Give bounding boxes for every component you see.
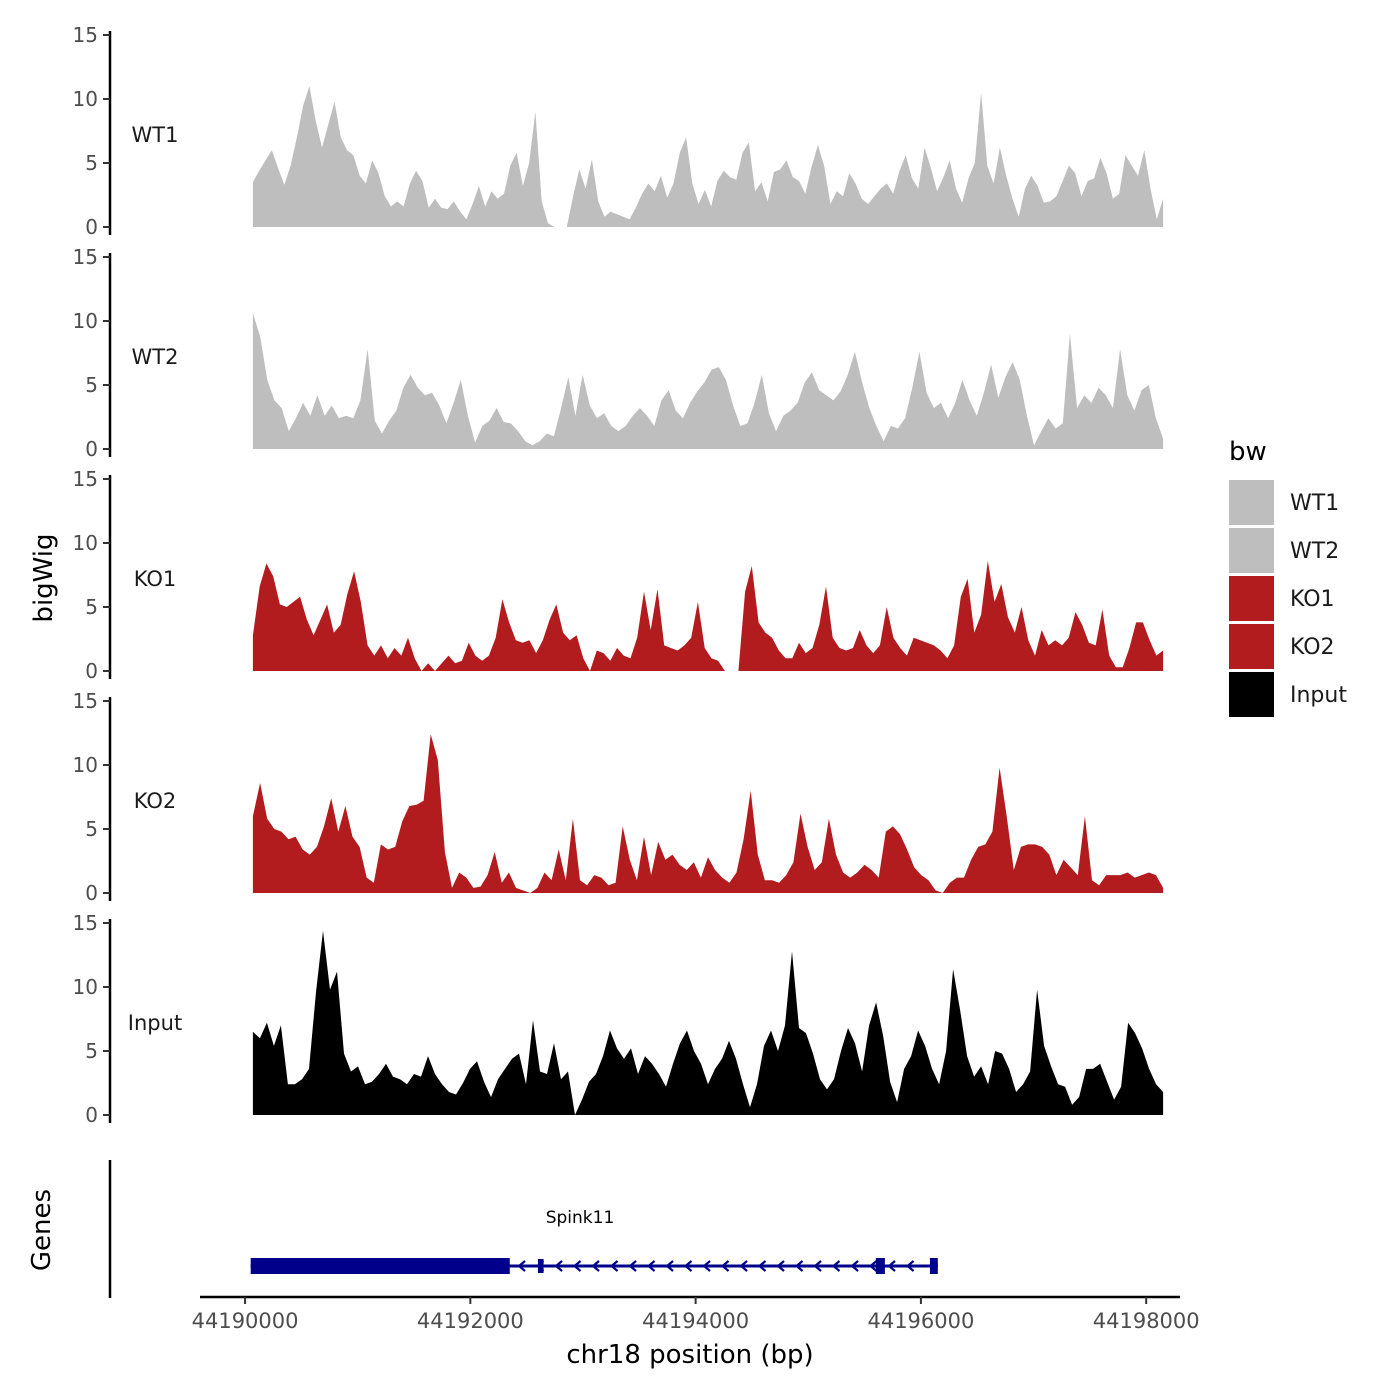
gene-exon (250, 1258, 510, 1274)
strand-chevron (887, 1260, 896, 1272)
strand-chevron (702, 1260, 711, 1272)
y-tick-label: 15 (73, 245, 98, 269)
gene-model: Spink11 (250, 1208, 938, 1274)
strand-chevron (517, 1260, 526, 1272)
track-label: KO2 (134, 789, 177, 813)
coverage-area (252, 930, 1164, 1115)
tracks-layer: 0 5 10 15 WT1 0 5 10 15 WT2 0 5 10 15 KO1 0 5 10 15 KO2 0 5 10… (73, 23, 1164, 1127)
y-tick-label: 0 (85, 881, 98, 905)
legend-swatch (1229, 528, 1274, 573)
strand-chevron (868, 1260, 878, 1272)
legend-entries: WT1 WT2 KO1 KO2 Input (1229, 480, 1347, 717)
legend-entry-ko1: KO1 (1229, 576, 1335, 621)
strand-chevron (831, 1260, 841, 1272)
strand-chevron (591, 1260, 600, 1272)
track-label: WT1 (132, 123, 179, 147)
coverage-area (252, 86, 1164, 227)
coverage-area (252, 560, 1164, 671)
legend-entry-ko2: KO2 (1229, 624, 1335, 669)
y-tick-label: 10 (73, 753, 98, 777)
strand-chevron (776, 1260, 785, 1272)
legend-entry-wt1: WT1 (1229, 480, 1339, 525)
y-tick-label: 15 (73, 911, 98, 935)
strand-chevron (628, 1260, 637, 1272)
y-tick-label: 5 (85, 373, 98, 397)
y-tick-label: 15 (73, 467, 98, 491)
legend-title: bw (1229, 437, 1267, 467)
x-axis-title: chr18 position (bp) (566, 1340, 813, 1370)
track-ko1: 0 5 10 15 KO1 (73, 467, 1164, 683)
legend-swatch (1229, 576, 1274, 621)
gene-name-label: Spink11 (546, 1208, 615, 1228)
y-tick-label: 10 (73, 309, 98, 333)
y-tick-label: 5 (85, 1039, 98, 1063)
x-tick-label: 44190000 (192, 1309, 299, 1333)
strand-chevron (572, 1260, 582, 1272)
gene-exon (537, 1259, 544, 1273)
y-tick-label: 10 (73, 87, 98, 111)
legend-swatch (1229, 672, 1274, 717)
track-wt2: 0 5 10 15 WT2 (73, 245, 1164, 461)
y-tick-label: 15 (73, 689, 98, 713)
strand-chevron (813, 1260, 822, 1272)
y-tick-label: 5 (85, 595, 98, 619)
legend: bw WT1 WT2 KO1 KO2 Input (1229, 437, 1347, 717)
track-label: KO1 (134, 567, 177, 591)
strand-chevron (683, 1260, 693, 1272)
track-label: WT2 (132, 345, 179, 369)
coverage-area (252, 313, 1164, 449)
track-wt1: 0 5 10 15 WT1 (73, 23, 1164, 239)
y-tick-label: 10 (73, 975, 98, 999)
legend-swatch (1229, 480, 1274, 525)
track-input: 0 5 10 15 Input (73, 911, 1164, 1127)
legend-entry-wt2: WT2 (1229, 528, 1339, 573)
track-ko2: 0 5 10 15 KO2 (73, 689, 1164, 905)
legend-label: WT2 (1290, 539, 1339, 564)
y-tick-label: 5 (85, 817, 98, 841)
track-label: Input (128, 1011, 182, 1035)
strand-chevron (905, 1260, 915, 1272)
y-tick-label: 10 (73, 531, 98, 555)
genes-layer: Spink11 (108, 1160, 938, 1298)
y-tick-label: 5 (85, 151, 98, 175)
legend-swatch (1229, 624, 1274, 669)
strand-chevron (850, 1260, 859, 1272)
strand-chevron (665, 1260, 674, 1272)
gene-exon (929, 1258, 938, 1274)
strand-chevron (554, 1260, 563, 1272)
x-tick-label: 44196000 (867, 1309, 974, 1333)
strand-chevron (720, 1260, 730, 1272)
genes-axis-title: Genes (27, 1189, 57, 1271)
x-axis-layer: 44190000 44192000 44194000 44196000 44198000 (192, 1295, 1200, 1333)
legend-entry-input: Input (1229, 672, 1347, 717)
y-axis-title: bigWig (29, 533, 59, 622)
legend-label: KO1 (1290, 587, 1335, 612)
legend-label: Input (1290, 683, 1347, 708)
strand-chevron (739, 1260, 748, 1272)
y-tick-label: 0 (85, 215, 98, 239)
legend-label: WT1 (1290, 491, 1339, 516)
y-tick-label: 0 (85, 437, 98, 461)
strand-chevron (609, 1260, 619, 1272)
strand-chevron (794, 1260, 804, 1272)
coverage-area (252, 734, 1164, 893)
y-tick-label: 0 (85, 659, 98, 683)
strand-chevron (646, 1260, 656, 1272)
strand-chevron (757, 1260, 767, 1272)
x-tick-label: 44192000 (417, 1309, 524, 1333)
x-tick-label: 44194000 (642, 1309, 749, 1333)
y-tick-label: 15 (73, 23, 98, 47)
legend-label: KO2 (1290, 635, 1335, 660)
x-tick-label: 44198000 (1093, 1309, 1200, 1333)
y-tick-label: 0 (85, 1103, 98, 1127)
gene-exon (875, 1258, 885, 1274)
